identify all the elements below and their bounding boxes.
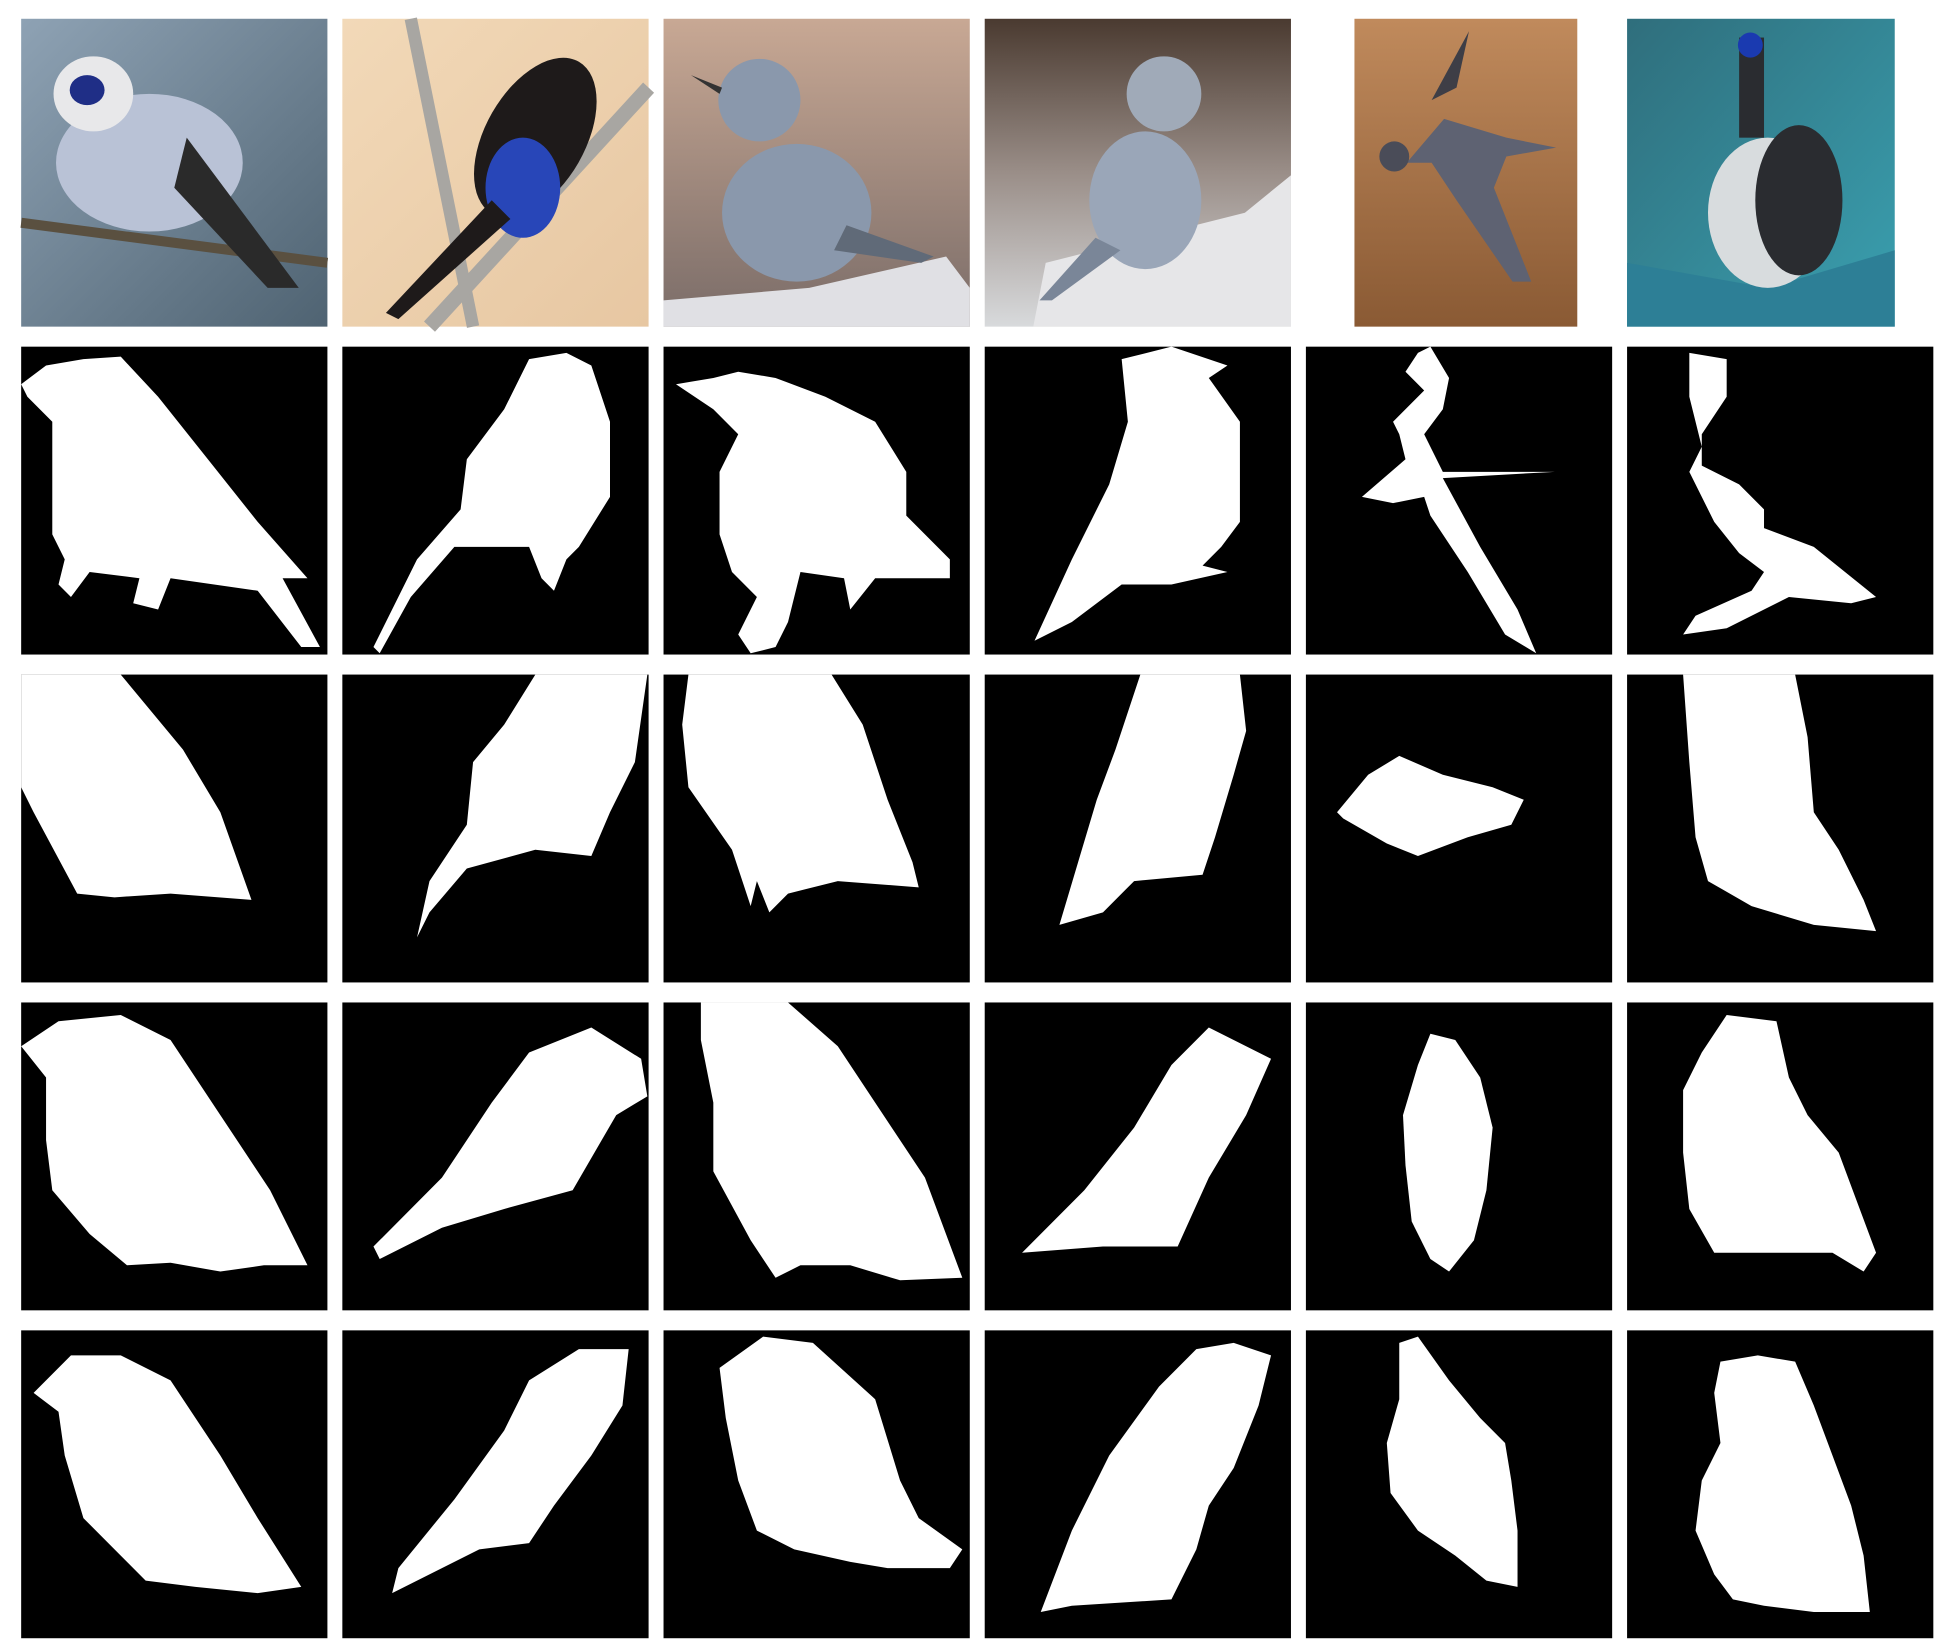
- mask-silhouette: [392, 1349, 629, 1594]
- mask-silhouette: [1059, 674, 1247, 925]
- mask-cell: [984, 674, 1291, 983]
- mask-silhouette: [1683, 674, 1877, 932]
- photo-albatross: [1354, 18, 1578, 327]
- mask-cell: [984, 1002, 1291, 1311]
- mask-silhouette: [21, 674, 252, 900]
- mask-cell: [21, 1002, 328, 1311]
- mask-silhouette: [21, 356, 320, 648]
- mask-cell: [21, 346, 328, 655]
- photo-rock-wren: [984, 18, 1291, 327]
- mask-cell: [21, 1330, 328, 1639]
- photo-row: [20, 17, 1895, 332]
- mask-cell: [663, 1330, 970, 1639]
- mask-silhouette: [33, 1355, 302, 1594]
- mask-cell: [1305, 346, 1613, 655]
- mask-cell: [984, 346, 1291, 655]
- mask-silhouette: [675, 371, 950, 654]
- mask-cell: [21, 674, 328, 983]
- mask-cell: [342, 346, 649, 655]
- mask-silhouette: [1337, 755, 1524, 857]
- mask-silhouette: [1403, 1033, 1493, 1272]
- mask-silhouette: [373, 352, 610, 654]
- mask-cell: [663, 1002, 970, 1311]
- mask-silhouette: [719, 1336, 963, 1569]
- mask-silhouette: [1695, 1355, 1870, 1612]
- mask-silhouette: [21, 1014, 308, 1272]
- mask-cell: [1627, 346, 1934, 655]
- mask-cell: [1627, 674, 1934, 983]
- mask-cell: [984, 1330, 1291, 1639]
- mask-cell: [1627, 1330, 1934, 1639]
- mask-silhouette: [373, 1027, 648, 1260]
- mask-cell: [342, 1002, 649, 1311]
- mask-rows: [21, 346, 1934, 1639]
- mask-cell: [1305, 674, 1613, 983]
- mask-cell: [663, 674, 970, 983]
- mask-silhouette: [682, 674, 919, 913]
- mask-cell: [1305, 1002, 1613, 1311]
- photo-murrelet: [1627, 18, 1895, 327]
- mask-background: [1627, 346, 1934, 655]
- mask-silhouette: [417, 674, 648, 938]
- mask-cell: [1305, 1330, 1613, 1639]
- mask-cell: [342, 674, 649, 983]
- mask-cell: [1627, 1002, 1934, 1311]
- mask-silhouette: [1034, 346, 1240, 641]
- photo-wren: [663, 18, 970, 327]
- mask-silhouette: [1683, 352, 1877, 635]
- photo-jay: [342, 17, 655, 332]
- mask-cell: [663, 346, 970, 655]
- mask-silhouette: [1040, 1342, 1272, 1612]
- mask-silhouette: [1386, 1336, 1518, 1587]
- mask-cell: [342, 1330, 649, 1639]
- mask-silhouette: [700, 1002, 963, 1281]
- mask-silhouette: [1022, 1027, 1272, 1253]
- mask-silhouette: [1683, 1014, 1877, 1272]
- photo-goldfinch: [20, 18, 329, 327]
- mask-background: [1305, 346, 1613, 655]
- mask-silhouette: [1361, 346, 1555, 654]
